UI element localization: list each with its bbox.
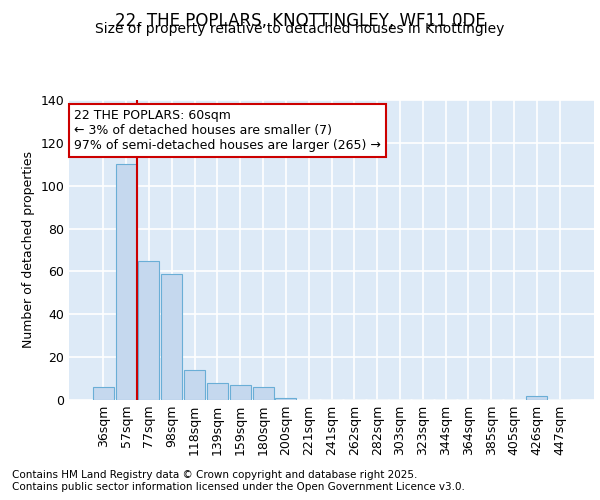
Y-axis label: Number of detached properties: Number of detached properties bbox=[22, 152, 35, 348]
Bar bbox=[526, 396, 547, 400]
Bar bbox=[230, 385, 251, 400]
Bar bbox=[139, 260, 160, 400]
Text: Size of property relative to detached houses in Knottingley: Size of property relative to detached ho… bbox=[95, 22, 505, 36]
Text: 22 THE POPLARS: 60sqm
← 3% of detached houses are smaller (7)
97% of semi-detach: 22 THE POPLARS: 60sqm ← 3% of detached h… bbox=[74, 109, 381, 152]
Bar bbox=[93, 387, 114, 400]
Bar bbox=[184, 370, 205, 400]
Bar bbox=[207, 383, 228, 400]
Text: 22, THE POPLARS, KNOTTINGLEY, WF11 0DE: 22, THE POPLARS, KNOTTINGLEY, WF11 0DE bbox=[115, 12, 485, 30]
Bar bbox=[161, 274, 182, 400]
Bar bbox=[116, 164, 137, 400]
Bar bbox=[275, 398, 296, 400]
Text: Contains public sector information licensed under the Open Government Licence v3: Contains public sector information licen… bbox=[12, 482, 465, 492]
Text: Contains HM Land Registry data © Crown copyright and database right 2025.: Contains HM Land Registry data © Crown c… bbox=[12, 470, 418, 480]
Bar bbox=[253, 387, 274, 400]
